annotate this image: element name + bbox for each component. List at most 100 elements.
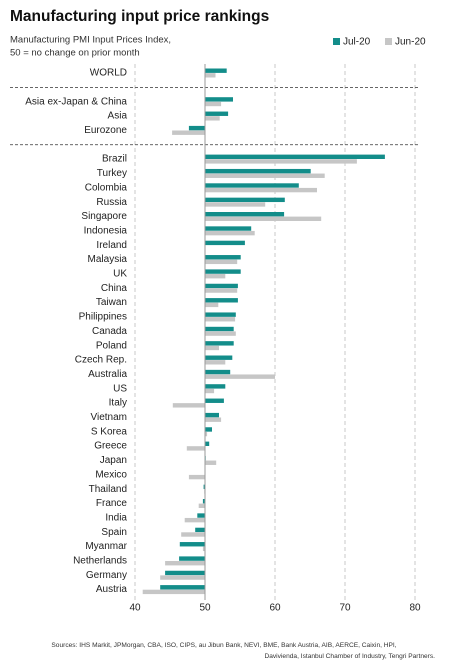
bar xyxy=(205,97,233,102)
bar xyxy=(165,570,205,576)
bar xyxy=(205,374,275,379)
bar xyxy=(205,460,217,465)
bar xyxy=(205,412,219,418)
bar xyxy=(205,283,238,289)
y-tick-label: China xyxy=(101,283,128,294)
chart-title: Manufacturing input price rankings xyxy=(10,8,269,25)
y-tick-label: India xyxy=(105,512,127,523)
legend-swatch xyxy=(385,38,392,45)
x-tick-label: 70 xyxy=(339,603,351,614)
y-tick-label: UK xyxy=(113,269,127,280)
y-tick-label: Canada xyxy=(92,326,127,337)
bar xyxy=(188,474,205,480)
bar xyxy=(205,317,236,322)
bar xyxy=(205,159,357,164)
bar xyxy=(205,183,299,188)
bar xyxy=(205,298,238,303)
bar xyxy=(181,532,205,537)
bar xyxy=(205,187,317,193)
y-tick-label: Asia ex-Japan & China xyxy=(25,96,127,107)
y-tick-label: Mexico xyxy=(95,469,127,480)
source: Sources: IHS Markit, JPMorgan, CBA, ISO,… xyxy=(51,642,396,649)
bar xyxy=(142,589,205,595)
bar xyxy=(202,499,205,504)
y-tick-label: Thailand xyxy=(89,484,127,495)
bar xyxy=(205,384,226,389)
bar xyxy=(165,561,205,566)
x-tick-label: 50 xyxy=(199,603,211,614)
y-tick-label: Ireland xyxy=(96,240,127,251)
bar xyxy=(205,331,236,336)
y-tick-label: Poland xyxy=(96,340,127,351)
bar xyxy=(186,446,205,451)
y-tick-label: Greece xyxy=(94,441,127,452)
bar xyxy=(205,197,285,203)
bar xyxy=(205,312,236,317)
y-tick-label: Vietnam xyxy=(90,412,127,423)
y-tick-label: Indonesia xyxy=(84,225,128,236)
bar xyxy=(205,73,216,78)
y-tick-label: S Korea xyxy=(91,426,128,437)
bar xyxy=(205,326,234,332)
y-tick-label: Asia xyxy=(108,111,128,122)
bar xyxy=(205,202,266,207)
bar xyxy=(205,417,222,422)
y-tick-label: Malaysia xyxy=(88,254,128,265)
bar xyxy=(205,369,231,375)
bar xyxy=(205,116,220,121)
bar xyxy=(179,542,205,547)
bar xyxy=(205,111,229,116)
bar xyxy=(205,259,238,265)
bar xyxy=(205,255,241,260)
bar xyxy=(205,355,233,360)
y-tick-label: Spain xyxy=(101,527,127,538)
y-tick-label: WORLD xyxy=(90,68,127,79)
y-tick-label: Australia xyxy=(88,369,127,380)
y-tick-label: Philippines xyxy=(79,312,127,323)
bar xyxy=(202,546,205,552)
bar xyxy=(203,484,205,490)
y-tick-label: Russia xyxy=(96,197,127,208)
x-tick-label: 40 xyxy=(129,603,141,614)
y-tick-label: Netherlands xyxy=(73,556,127,567)
bar xyxy=(197,513,205,518)
bar xyxy=(205,68,227,73)
bar xyxy=(184,517,205,523)
subtitle: 50 = no change on prior month xyxy=(10,48,140,59)
legend-label: Jul-20 xyxy=(343,37,371,48)
y-tick-label: France xyxy=(96,498,128,509)
bar xyxy=(205,173,325,178)
bar xyxy=(172,130,205,135)
bar xyxy=(205,212,285,217)
bar xyxy=(160,575,205,580)
x-tick-label: 60 xyxy=(269,603,281,614)
bar xyxy=(205,398,224,403)
y-tick-label: Czech Rep. xyxy=(75,355,127,366)
bar xyxy=(205,427,212,432)
y-tick-label: Taiwan xyxy=(96,297,127,308)
y-tick-label: Japan xyxy=(100,455,127,466)
bar xyxy=(205,388,215,394)
bar xyxy=(205,154,385,159)
bar xyxy=(172,403,205,408)
bar xyxy=(205,168,311,174)
y-tick-label: Austria xyxy=(96,584,128,595)
bar xyxy=(205,345,219,351)
subtitle: Manufacturing PMI Input Prices Index, xyxy=(10,35,171,46)
x-tick-label: 80 xyxy=(409,603,421,614)
bar xyxy=(198,503,205,508)
bar xyxy=(205,274,226,279)
y-tick-label: Myanmar xyxy=(85,541,127,552)
bar xyxy=(205,226,252,231)
bar xyxy=(195,527,205,533)
y-tick-label: Eurozone xyxy=(84,125,127,136)
bar xyxy=(205,269,241,274)
bar xyxy=(205,431,208,437)
bar xyxy=(205,101,222,107)
bar xyxy=(205,302,219,308)
y-tick-label: Colombia xyxy=(85,182,128,193)
bar xyxy=(188,125,205,131)
legend-swatch xyxy=(333,38,340,45)
bar xyxy=(205,240,245,246)
